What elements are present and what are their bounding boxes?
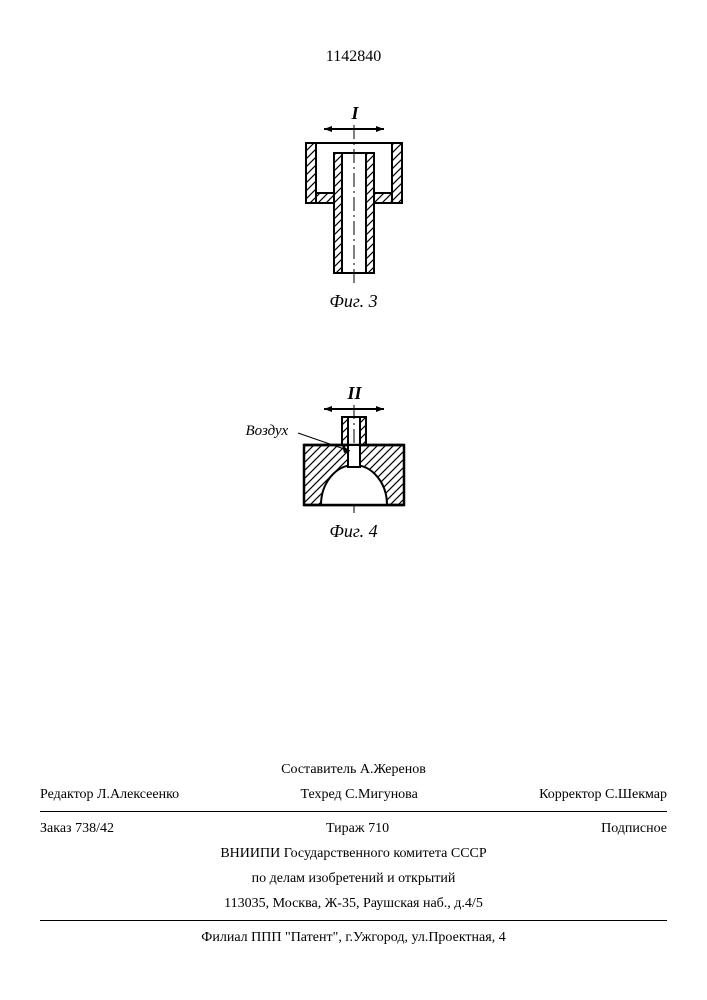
- compiler-line: Составитель А.Жеренов: [40, 757, 667, 782]
- fig3-section-mark: I: [352, 103, 359, 124]
- order-number: 738/42: [75, 821, 114, 836]
- figure-3: I Фиг. 3: [284, 125, 424, 312]
- circulation-label: Тираж: [326, 821, 365, 836]
- fig3-caption: Фиг. 3: [284, 291, 424, 312]
- compiler-name: А.Жеренов: [360, 762, 426, 777]
- org-line-2: по делам изобретений и открытий: [40, 866, 667, 891]
- editor-name: Л.Алексеенко: [97, 787, 179, 802]
- divider-1: [40, 811, 667, 812]
- editor-label: Редактор: [40, 787, 94, 802]
- techred-label: Техред: [300, 787, 341, 802]
- colophon: Составитель А.Жеренов Редактор Л.Алексее…: [40, 757, 667, 950]
- staff-line: Редактор Л.Алексеенко Техред С.Мигунова …: [40, 782, 667, 807]
- org-line-1: ВНИИПИ Государственного комитета СССР: [40, 841, 667, 866]
- circulation-number: 710: [368, 821, 389, 836]
- fig4-air-label: Воздух: [246, 423, 289, 440]
- compiler-label: Составитель: [281, 762, 356, 777]
- branch-line: Филиал ППП "Патент", г.Ужгород, ул.Проек…: [40, 925, 667, 950]
- corrector-name: С.Шекмар: [605, 787, 667, 802]
- fig4-section-mark: II: [348, 383, 362, 404]
- address-line: 113035, Москва, Ж-35, Раушская наб., д.4…: [40, 891, 667, 916]
- order-label: Заказ: [40, 821, 72, 836]
- fig4-diagram: [274, 405, 434, 515]
- fig3-diagram: [284, 125, 424, 285]
- print-info: Заказ 738/42 Тираж 710 Подписное: [40, 816, 667, 841]
- subscription: Подписное: [601, 818, 667, 839]
- document-number: 1142840: [326, 48, 381, 66]
- techred-name: С.Мигунова: [345, 787, 418, 802]
- fig4-caption: Фиг. 4: [274, 521, 434, 542]
- divider-2: [40, 920, 667, 921]
- corrector-label: Корректор: [539, 787, 601, 802]
- figure-4: II Воздух Фиг. 4: [274, 405, 434, 542]
